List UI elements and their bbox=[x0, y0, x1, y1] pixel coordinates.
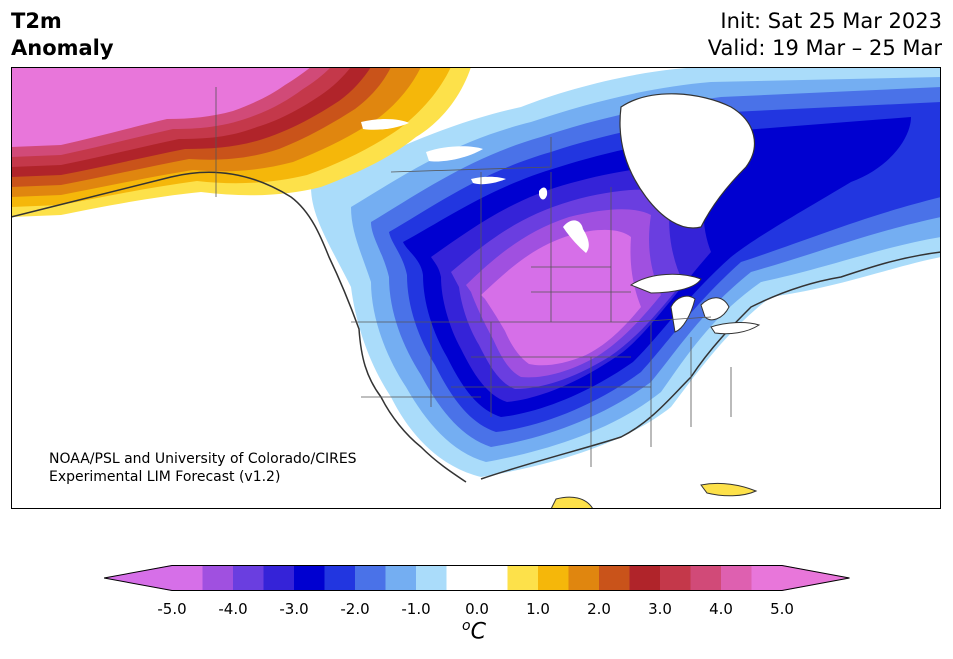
colorbar-segment bbox=[538, 565, 569, 591]
colorbar-extend-low bbox=[104, 565, 172, 591]
colorbar-unit: oC bbox=[462, 618, 486, 644]
hudson-bay bbox=[619, 93, 755, 229]
colorbar-segment bbox=[355, 565, 386, 591]
colorbar-segment bbox=[477, 565, 508, 591]
colorbar-tick-label: 2.0 bbox=[587, 600, 611, 618]
title-line-1: T2m bbox=[11, 9, 62, 33]
anomaly-fields bbox=[11, 67, 941, 509]
unit-superscript: o bbox=[462, 618, 471, 634]
colorbar bbox=[104, 565, 850, 591]
credit-line-1: NOAA/PSL and University of Colorado/CIRE… bbox=[49, 451, 357, 467]
unit-base: C bbox=[470, 619, 486, 645]
forecast-dates: Init: Sat 25 Mar 2023 Valid: 19 Mar – 25… bbox=[708, 8, 942, 62]
colorbar-segment bbox=[263, 565, 295, 591]
warm-core bbox=[11, 67, 311, 147]
credit-text: NOAA/PSL and University of Colorado/CIRE… bbox=[49, 450, 357, 486]
map-frame bbox=[11, 67, 941, 509]
cuba bbox=[700, 482, 758, 497]
coastline bbox=[11, 171, 941, 483]
colorbar-tick-label: 1.0 bbox=[526, 600, 550, 618]
colorbar-segment bbox=[416, 565, 447, 591]
colorbar-tick-label: -5.0 bbox=[157, 600, 187, 618]
cold-core bbox=[481, 229, 641, 366]
colorbar-tick-label: 3.0 bbox=[648, 600, 672, 618]
map-title: T2m Anomaly bbox=[11, 8, 114, 62]
colorbar-segment bbox=[690, 565, 722, 591]
valid-range: Valid: 19 Mar – 25 Mar bbox=[707, 36, 942, 60]
yucatan bbox=[550, 496, 594, 509]
colorbar-segment bbox=[172, 565, 203, 591]
colorbar-segment bbox=[629, 565, 661, 591]
colorbar-ticks: -5.0 -4.0 -3.0 -2.0 -1.0 0.0 1.0 2.0 3.0 4.0 5.0 bbox=[0, 600, 953, 620]
colorbar-extend-high bbox=[782, 565, 850, 591]
credit-line-2: Experimental LIM Forecast (v1.2) bbox=[49, 469, 281, 485]
colorbar-segment bbox=[233, 565, 264, 591]
colorbar-tick-label: -3.0 bbox=[279, 600, 309, 618]
great-lakes bbox=[629, 273, 761, 335]
colorbar-segment bbox=[385, 565, 417, 591]
colorbar-segment bbox=[599, 565, 630, 591]
colorbar-segment bbox=[294, 565, 325, 591]
colorbar-tick-label: -1.0 bbox=[401, 600, 431, 618]
colorbar-tick-label: -4.0 bbox=[218, 600, 248, 618]
colorbar-segment bbox=[324, 565, 356, 591]
init-date: Init: Sat 25 Mar 2023 bbox=[720, 9, 942, 33]
colorbar-tick-label: 4.0 bbox=[709, 600, 733, 618]
anomaly-map bbox=[11, 67, 941, 509]
colorbar-segment bbox=[721, 565, 752, 591]
colorbar-tick-label: 5.0 bbox=[770, 600, 794, 618]
title-line-2: Anomaly bbox=[11, 36, 114, 60]
colorbar-segment bbox=[446, 565, 478, 591]
political-borders bbox=[215, 87, 732, 467]
colorbar-tick-label: 0.0 bbox=[465, 600, 489, 618]
colorbar-segment bbox=[507, 565, 539, 591]
colorbar-segment bbox=[568, 565, 600, 591]
colorbar-segment bbox=[660, 565, 691, 591]
colorbar-segment bbox=[202, 565, 234, 591]
interior-lakes bbox=[361, 119, 589, 253]
colorbar-outline bbox=[104, 565, 850, 591]
colorbar-segment bbox=[751, 565, 783, 591]
colorbar-tick-label: -2.0 bbox=[340, 600, 370, 618]
